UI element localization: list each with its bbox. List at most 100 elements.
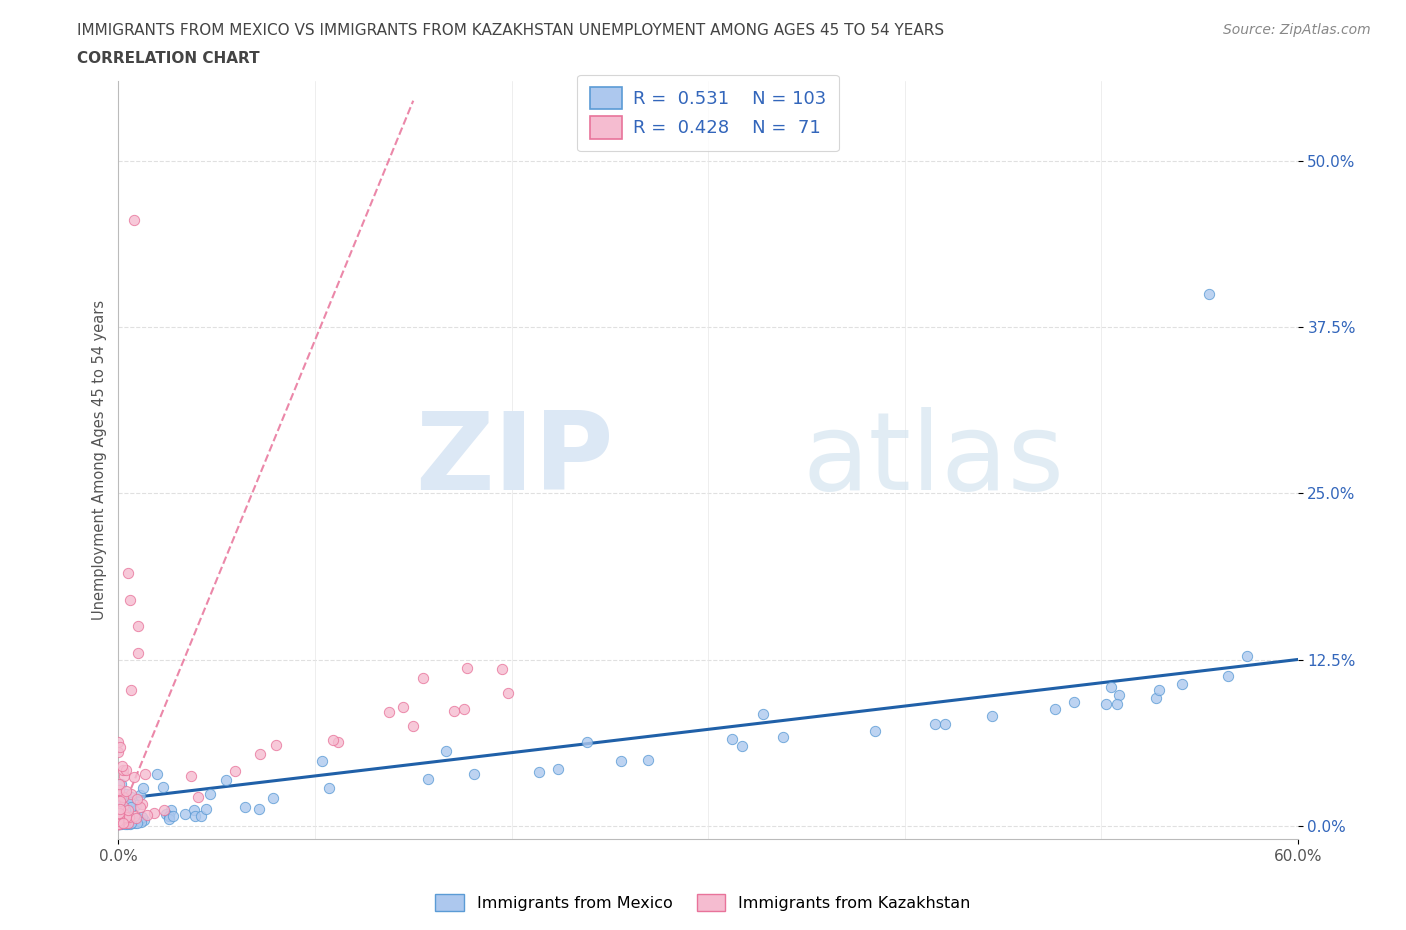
Point <box>110 777 132 791</box>
Point <box>108 817 131 832</box>
Point <box>120 794 142 809</box>
Point <box>159 803 181 817</box>
Point <box>1144 690 1167 705</box>
Point <box>111 763 134 777</box>
Point <box>110 809 132 824</box>
Point <box>392 699 415 714</box>
Point <box>131 797 153 812</box>
Point <box>107 813 129 828</box>
Point <box>1236 648 1258 663</box>
Point <box>233 799 256 814</box>
Point <box>107 817 129 831</box>
Point <box>143 805 166 820</box>
Point <box>110 815 132 830</box>
Point <box>129 811 152 826</box>
Point <box>111 799 134 814</box>
Point <box>772 729 794 744</box>
Point <box>107 777 129 791</box>
Point <box>924 717 946 732</box>
Point <box>721 731 744 746</box>
Point <box>120 787 142 802</box>
Point <box>111 812 134 827</box>
Point <box>107 734 129 749</box>
Point <box>131 810 153 825</box>
Point <box>107 808 129 823</box>
Point <box>1095 697 1118 711</box>
Point <box>121 814 143 829</box>
Point <box>491 662 513 677</box>
Point <box>108 817 131 832</box>
Point <box>125 791 148 806</box>
Point <box>215 773 238 788</box>
Text: Source: ZipAtlas.com: Source: ZipAtlas.com <box>1223 23 1371 37</box>
Point <box>112 790 135 804</box>
Point <box>443 704 465 719</box>
Point <box>117 565 139 580</box>
Point <box>117 816 139 830</box>
Point <box>311 753 333 768</box>
Point <box>124 816 146 830</box>
Point <box>107 806 129 821</box>
Point <box>114 803 136 817</box>
Point <box>132 780 155 795</box>
Point <box>184 808 207 823</box>
Point <box>128 800 150 815</box>
Point <box>114 817 136 832</box>
Point <box>463 766 485 781</box>
Point <box>108 788 131 803</box>
Point <box>402 718 425 733</box>
Point <box>108 815 131 830</box>
Point <box>111 758 134 773</box>
Point <box>249 746 271 761</box>
Point <box>1063 695 1085 710</box>
Point <box>108 802 131 817</box>
Point <box>110 816 132 830</box>
Point <box>108 815 131 830</box>
Point <box>108 805 131 820</box>
Point <box>118 809 141 824</box>
Point <box>107 745 129 760</box>
Point <box>115 806 138 821</box>
Point <box>107 816 129 830</box>
Point <box>112 806 135 821</box>
Point <box>112 768 135 783</box>
Point <box>187 790 209 804</box>
Point <box>107 811 129 826</box>
Point <box>1147 683 1170 698</box>
Point <box>107 811 129 826</box>
Point <box>418 772 440 787</box>
Legend: Immigrants from Mexico, Immigrants from Kazakhstan: Immigrants from Mexico, Immigrants from … <box>429 887 977 917</box>
Point <box>157 812 180 827</box>
Point <box>174 806 197 821</box>
Point <box>107 817 129 832</box>
Point <box>114 803 136 817</box>
Point <box>107 817 129 831</box>
Point <box>114 812 136 827</box>
Point <box>107 817 129 831</box>
Point <box>1216 669 1239 684</box>
Point <box>751 706 773 721</box>
Point <box>190 808 212 823</box>
Point <box>125 816 148 830</box>
Point <box>1105 697 1128 711</box>
Point <box>111 799 134 814</box>
Point <box>111 816 134 830</box>
Point <box>108 809 131 824</box>
Point <box>115 810 138 825</box>
Point <box>198 787 221 802</box>
Point <box>318 780 340 795</box>
Point <box>547 762 569 777</box>
Point <box>120 592 142 607</box>
Point <box>112 815 135 830</box>
Text: IMMIGRANTS FROM MEXICO VS IMMIGRANTS FROM KAZAKHSTAN UNEMPLOYMENT AMONG AGES 45 : IMMIGRANTS FROM MEXICO VS IMMIGRANTS FRO… <box>77 23 945 38</box>
Point <box>180 769 202 784</box>
Point <box>529 764 551 779</box>
Point <box>247 801 270 816</box>
Point <box>114 784 136 799</box>
Point <box>122 808 145 823</box>
Point <box>108 817 131 831</box>
Point <box>108 793 131 808</box>
Point <box>108 782 131 797</box>
Point <box>107 814 129 829</box>
Point <box>162 808 184 823</box>
